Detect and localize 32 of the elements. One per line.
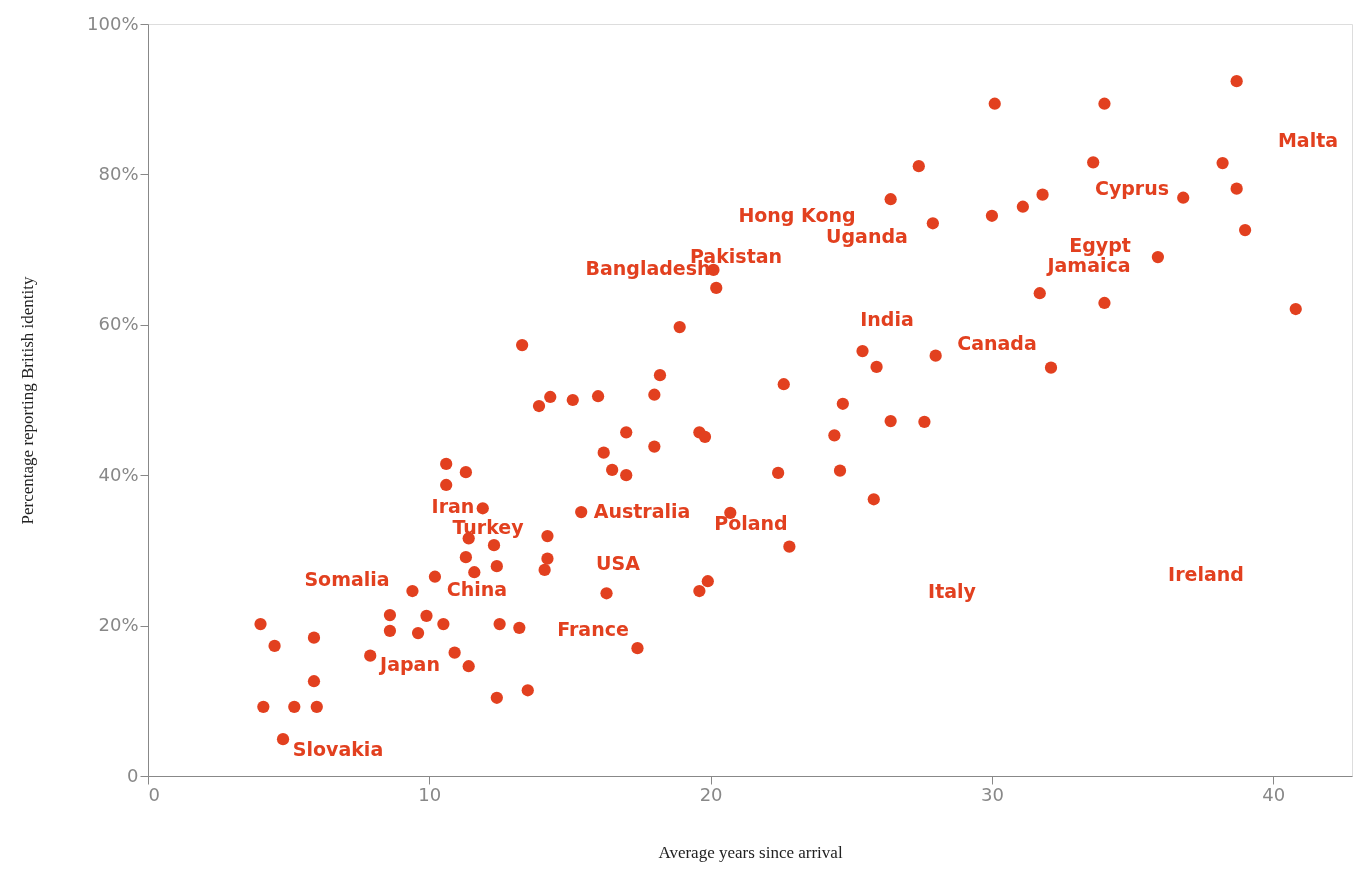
y-tick-label: 60% xyxy=(98,313,139,335)
x-tick-label: 40 xyxy=(1262,783,1286,805)
annotation: China xyxy=(446,578,508,600)
annotation: Iran xyxy=(431,495,475,517)
x-tick-label: 20 xyxy=(699,783,723,805)
y-tick-label: 0 xyxy=(127,764,139,786)
annotation: Canada xyxy=(957,332,1037,354)
y-axis-title: Percentage reporting British identity xyxy=(18,276,38,525)
annotation: Egypt xyxy=(1069,234,1131,256)
annotation: France xyxy=(557,618,629,640)
annotation: Malta xyxy=(1277,129,1339,151)
annotation: USA xyxy=(596,552,641,574)
annotation: Slovakia xyxy=(292,738,384,760)
annotation: Ireland xyxy=(1168,563,1244,585)
y-tick-label: 40% xyxy=(98,463,139,485)
annotation: Uganda xyxy=(826,225,908,247)
annotation: Somalia xyxy=(304,568,390,590)
annotation: Hong Kong xyxy=(738,204,856,226)
annotation: Japan xyxy=(378,653,440,675)
y-tick-label: 20% xyxy=(98,614,139,636)
annotation: Turkey xyxy=(452,516,525,538)
x-tick-label: 10 xyxy=(418,783,442,805)
y-tick-label: 100% xyxy=(87,12,139,34)
annotation: Australia xyxy=(593,500,691,522)
annotation: Italy xyxy=(928,580,977,602)
y-tick-label: 80% xyxy=(98,162,139,184)
x-axis-title: Average years since arrival xyxy=(658,842,843,862)
annotation: India xyxy=(860,308,914,330)
annotation: Poland xyxy=(714,512,788,534)
x-tick-label: 30 xyxy=(980,783,1004,805)
annotation: Cyprus xyxy=(1094,177,1170,199)
x-tick-label: 0 xyxy=(148,783,160,805)
